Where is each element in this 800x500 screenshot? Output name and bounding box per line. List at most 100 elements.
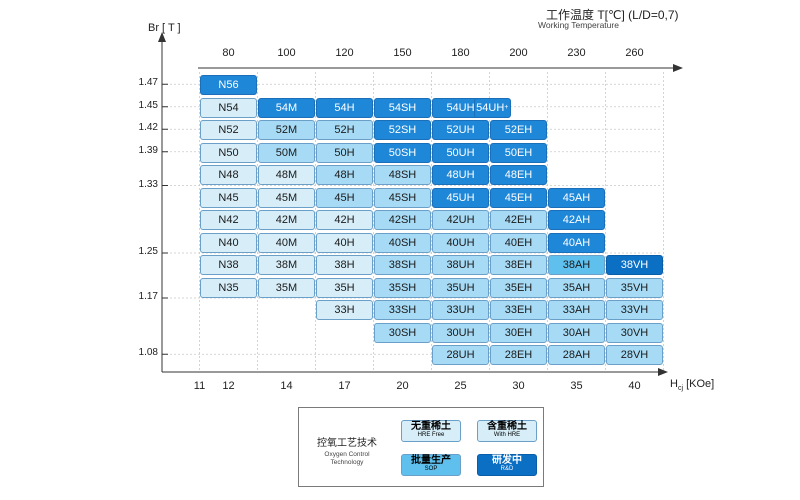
grade-cell: 45H [316, 187, 373, 208]
grade-cell: 35SH [374, 277, 431, 298]
grade-label: 50SH [388, 146, 417, 159]
hcj-tick-label: 25 [454, 380, 467, 392]
grade-cell: 38UH [432, 255, 489, 275]
hcj-tick-label: 11 [193, 380, 206, 392]
grade-label: N40 [218, 236, 239, 249]
legend: 控氧工艺技术 Oxygen Control Technology 无重稀土 HR… [298, 407, 544, 487]
temperature-axis-arrow [673, 64, 683, 72]
grade-label: 33SH [388, 304, 417, 316]
br-tick-label: 1.25 [138, 246, 158, 257]
grade-cell: 48EH [490, 165, 547, 185]
grade-label: 30EH [504, 326, 533, 339]
grade-cell: 33H [316, 300, 373, 320]
grade-cell: N38 [200, 255, 257, 275]
grade-label: 38EH [504, 259, 533, 271]
grade-label: 40H [334, 236, 355, 249]
grade-cell: 50H [316, 142, 373, 163]
grade-label: 33H [334, 304, 355, 316]
temperature-label: 260 [625, 47, 644, 59]
grade-label: 38M [275, 259, 298, 271]
grade-cell: 38AH [548, 255, 605, 275]
grade-cell: 40AH [548, 232, 605, 253]
grade-label: 28EH [504, 349, 533, 361]
grade-label: 38H [334, 259, 355, 271]
grade-cell: 42H [316, 210, 373, 230]
legend-item-with-hre-en: With HRE [493, 432, 521, 438]
grade-cell: 42EH [490, 210, 547, 230]
grade-label: 48SH [388, 169, 417, 181]
hcj-tick-label: 20 [396, 380, 409, 392]
grade-label: N56 [218, 79, 239, 91]
grade-label: 30SH [388, 326, 417, 339]
grade-cell: N56 [200, 75, 257, 95]
grade-cell: 48M [258, 165, 315, 185]
grade-label: 38VH [620, 259, 649, 271]
temperature-label: 230 [567, 47, 586, 59]
legend-item-hre-free-en: HRE Free [417, 432, 445, 438]
hcj-tick-label: 40 [628, 380, 641, 392]
br-tick-label: 1.45 [138, 99, 158, 111]
grade-cell: 33VH [606, 300, 663, 320]
grade-cell: 52H [316, 120, 373, 140]
grade-label: 54UH [446, 101, 475, 114]
temperature-label: 200 [509, 47, 528, 59]
grade-label: N54 [218, 101, 239, 114]
grade-cell: 48H [316, 165, 373, 185]
grade-label: 30VH [620, 326, 649, 339]
legend-subtitle-line2: Technology [330, 459, 364, 466]
grade-cell: N35 [200, 277, 257, 298]
grade-label: 52H [334, 124, 355, 136]
grade-label: N35 [218, 281, 239, 294]
temperature-label: 80 [222, 47, 235, 59]
grade-cell: 42AH [548, 210, 605, 230]
grade-cell: 30SH [374, 322, 431, 343]
legend-item-rnd-cn: 研发中 [492, 455, 522, 466]
grade-label: 30UH [446, 326, 475, 339]
grade-label: 35SH [388, 281, 417, 294]
grade-label: 42AH [562, 214, 591, 226]
grade-cell: 28EH [490, 345, 547, 365]
grade-label: 45H [334, 191, 355, 204]
grade-cell: 30VH [606, 322, 663, 343]
grade-label: 42UH [446, 214, 475, 226]
grade-cell: 54H [316, 97, 373, 118]
grade-cell: 35M [258, 277, 315, 298]
chart-title: 工作温度 T[℃] (L/D=0,7) [546, 8, 679, 22]
grade-cell: 40UH [432, 232, 489, 253]
grade-label: 45M [275, 191, 298, 204]
grade-label: 40M [275, 236, 298, 249]
x-axis-title: Hcj [KOe] [670, 378, 714, 392]
grade-label: 33UH [446, 304, 475, 316]
chart-subtitle: Working Temperature [538, 20, 619, 30]
x-axis-title-sub: cj [677, 385, 684, 392]
grade-label: 45UH [446, 191, 475, 204]
temperature-label: 180 [451, 47, 470, 59]
grade-label: 52M [275, 124, 298, 136]
grade-cell: 42SH [374, 210, 431, 230]
grade-cell: 28UH [432, 345, 489, 365]
grade-label: 52EH [504, 124, 533, 136]
grade-label: 35H [334, 281, 355, 294]
grade-label: 33EH [504, 304, 533, 316]
grade-label: 40UH [446, 236, 475, 249]
grade-label: 35EH [504, 281, 533, 294]
legend-item-with-hre-cn: 含重稀土 [487, 421, 527, 432]
grade-cell: 54SH [374, 97, 431, 118]
grade-cell: 50UH [432, 142, 489, 163]
grade-cell: 45SH [374, 187, 431, 208]
legend-item-rnd-en: R&D [500, 466, 514, 472]
grade-cell: 42M [258, 210, 315, 230]
grade-cell: 40SH [374, 232, 431, 253]
br-tick-label: 1.47 [138, 77, 158, 89]
grade-label: N45 [218, 191, 239, 204]
grade-cell: 52EH [490, 120, 547, 140]
grade-label: 42M [275, 214, 298, 226]
grade-cell: 50EH [490, 142, 547, 163]
hcj-tick-label: 30 [512, 380, 525, 392]
temperature-label: 150 [393, 47, 412, 59]
br-tick-label: 1.33 [138, 178, 158, 190]
grade-label: N52 [218, 124, 239, 136]
grade-label: 30AH [562, 326, 591, 339]
hcj-tick-label: 12 [222, 380, 235, 392]
temperature-label: 100 [277, 47, 296, 59]
